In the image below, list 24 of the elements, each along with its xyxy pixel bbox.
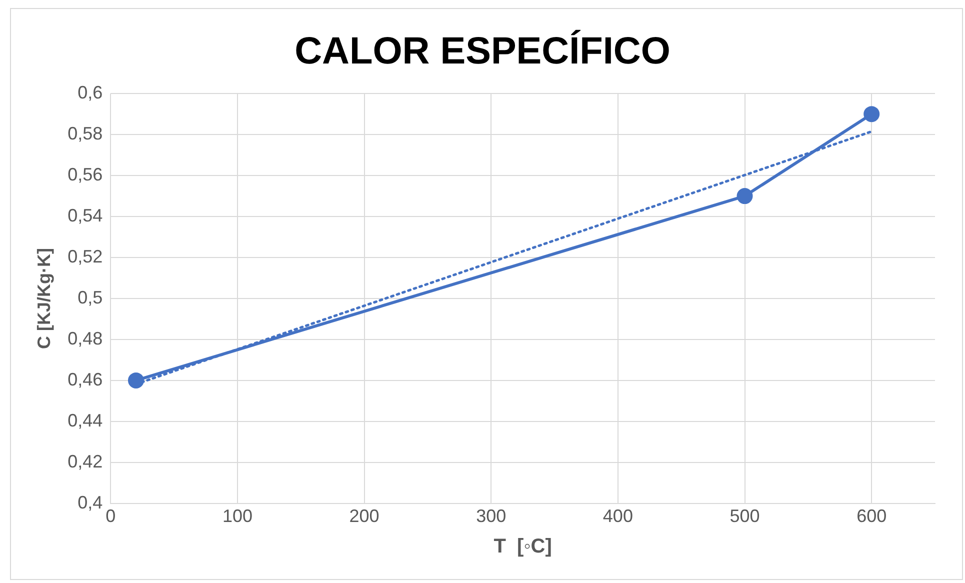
y-tick-label: 0,52 bbox=[68, 246, 103, 266]
x-tick-label: 200 bbox=[349, 506, 380, 526]
x-tick-label: 400 bbox=[602, 506, 633, 526]
x-axis-title: T [◦C] bbox=[494, 536, 552, 558]
x-tick-label: 100 bbox=[222, 506, 252, 526]
point bbox=[864, 106, 880, 122]
chart-title: CALOR ESPECÍFICO bbox=[294, 29, 670, 72]
y-tick-label: 0,56 bbox=[68, 164, 103, 185]
y-axis-title: C [KJ/Kg·K] bbox=[34, 248, 54, 349]
x-tick-label: 600 bbox=[856, 506, 887, 526]
x-tick-label: 500 bbox=[730, 506, 760, 526]
y-tick-label: 0,42 bbox=[68, 451, 103, 472]
x-tick-label: 0 bbox=[106, 506, 116, 526]
y-tick-label: 0,54 bbox=[68, 206, 103, 226]
y-tick-label: 0,4 bbox=[78, 492, 103, 512]
y-tick-label: 0,58 bbox=[68, 124, 103, 144]
y-tick-label: 0,48 bbox=[68, 328, 103, 348]
x-tick-label: 300 bbox=[476, 506, 506, 526]
y-tick-label: 0,46 bbox=[68, 369, 103, 390]
y-tick-label: 0,44 bbox=[68, 410, 103, 430]
point bbox=[128, 372, 144, 388]
y-tick-label: 0,6 bbox=[78, 82, 103, 103]
point bbox=[736, 188, 753, 204]
y-tick-label: 0,5 bbox=[78, 287, 103, 308]
